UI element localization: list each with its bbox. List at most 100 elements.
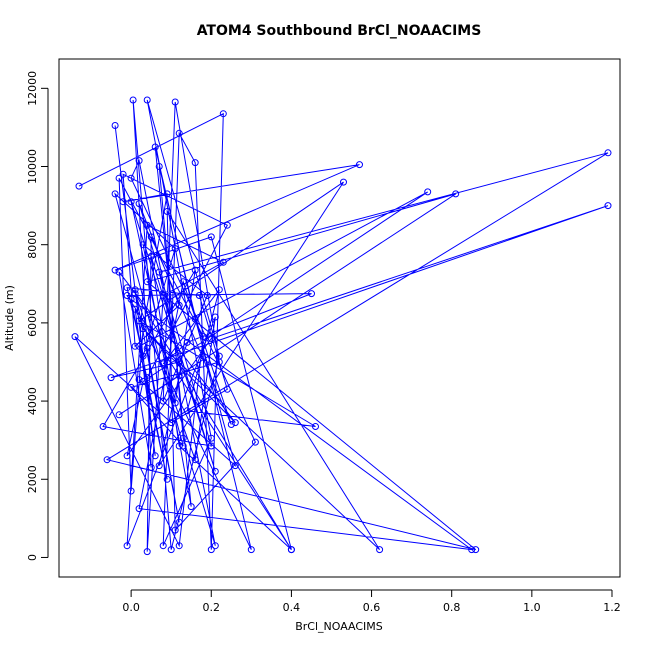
data-point — [143, 344, 151, 352]
data-point — [179, 434, 187, 442]
data-point — [167, 546, 175, 554]
data-point — [139, 325, 147, 333]
y-axis-label: Altitude (m) — [3, 285, 16, 351]
data-point — [139, 352, 147, 360]
series-layer — [71, 96, 612, 556]
data-point — [123, 284, 131, 292]
data-point — [211, 467, 219, 475]
x-tick-label: 1.2 — [603, 601, 621, 614]
data-point — [207, 442, 215, 450]
data-point — [167, 419, 175, 427]
data-point — [135, 376, 143, 384]
data-point — [143, 96, 151, 104]
data-point — [452, 190, 460, 198]
y-tick-label: 8000 — [26, 231, 39, 259]
data-point — [179, 278, 187, 286]
data-point — [139, 378, 147, 385]
data-point — [131, 305, 139, 313]
data-point — [356, 161, 363, 169]
data-point — [159, 397, 167, 405]
data-point — [103, 456, 111, 464]
data-point — [111, 122, 119, 129]
data-point — [179, 442, 187, 450]
data-point — [175, 372, 183, 380]
data-point — [151, 452, 159, 460]
data-point — [223, 385, 231, 393]
data-point — [123, 292, 131, 299]
data-point — [171, 98, 179, 106]
data-point — [163, 208, 171, 215]
data-point — [143, 278, 151, 286]
data-point — [159, 292, 167, 299]
data-point — [71, 333, 79, 341]
data-point — [199, 333, 207, 341]
data-point — [175, 518, 183, 526]
data-point — [171, 245, 179, 253]
data-point — [215, 286, 223, 294]
data-point — [215, 358, 223, 366]
data-point — [207, 233, 215, 241]
y-tick-label: 2000 — [26, 465, 39, 493]
data-point — [424, 188, 432, 196]
data-point — [151, 143, 159, 151]
data-point — [127, 487, 135, 495]
x-tick-label: 0.4 — [283, 601, 301, 614]
data-point — [187, 503, 195, 511]
data-point — [129, 96, 137, 104]
data-point — [139, 241, 147, 249]
data-point — [115, 411, 123, 419]
x-tick-label: 1.0 — [523, 601, 541, 614]
data-point — [171, 526, 179, 534]
y-tick-label: 12000 — [26, 71, 39, 106]
data-point — [175, 542, 183, 550]
data-point — [163, 190, 171, 198]
data-point — [135, 200, 143, 208]
x-axis-label: BrCl_NOAACIMS — [295, 620, 383, 633]
data-point — [131, 342, 139, 350]
data-point — [604, 149, 612, 157]
data-point — [175, 358, 183, 366]
data-point — [219, 110, 227, 118]
x-tick-label: 0.6 — [363, 601, 381, 614]
data-point — [143, 221, 151, 229]
data-point — [340, 178, 347, 186]
data-point — [127, 174, 135, 182]
data-point — [175, 129, 183, 137]
data-point — [159, 542, 167, 550]
data-point — [135, 317, 143, 325]
y-axis: 0 2000 4000 6000 8000 10000 12000 — [26, 71, 49, 561]
data-point — [119, 170, 127, 178]
data-point — [171, 399, 179, 407]
data-point — [115, 268, 123, 276]
data-point — [211, 542, 219, 550]
data-point — [135, 342, 143, 350]
data-point — [147, 252, 155, 260]
data-point — [207, 335, 215, 342]
data-point — [135, 157, 143, 165]
data-point — [175, 442, 183, 450]
data-point — [376, 546, 384, 554]
data-point — [219, 258, 227, 266]
data-point — [251, 438, 259, 446]
data-point — [227, 421, 235, 428]
data-point — [287, 546, 295, 554]
data-point — [155, 163, 163, 170]
data-point — [191, 315, 199, 323]
data-point — [127, 198, 135, 206]
data-point — [127, 383, 135, 391]
series-line — [74, 99, 609, 552]
x-tick-label: 0.8 — [443, 601, 461, 614]
y-tick-label: 10000 — [26, 149, 39, 184]
data-point — [131, 286, 139, 294]
data-point — [191, 266, 199, 274]
data-point — [472, 546, 480, 554]
x-axis: 0.0 0.2 0.4 0.6 0.8 1.0 1.2 — [122, 589, 621, 614]
data-point — [183, 407, 191, 415]
data-point — [75, 182, 83, 190]
data-point — [127, 295, 135, 303]
y-tick-label: 0 — [26, 554, 39, 561]
data-point — [211, 313, 219, 321]
data-point — [231, 419, 239, 427]
